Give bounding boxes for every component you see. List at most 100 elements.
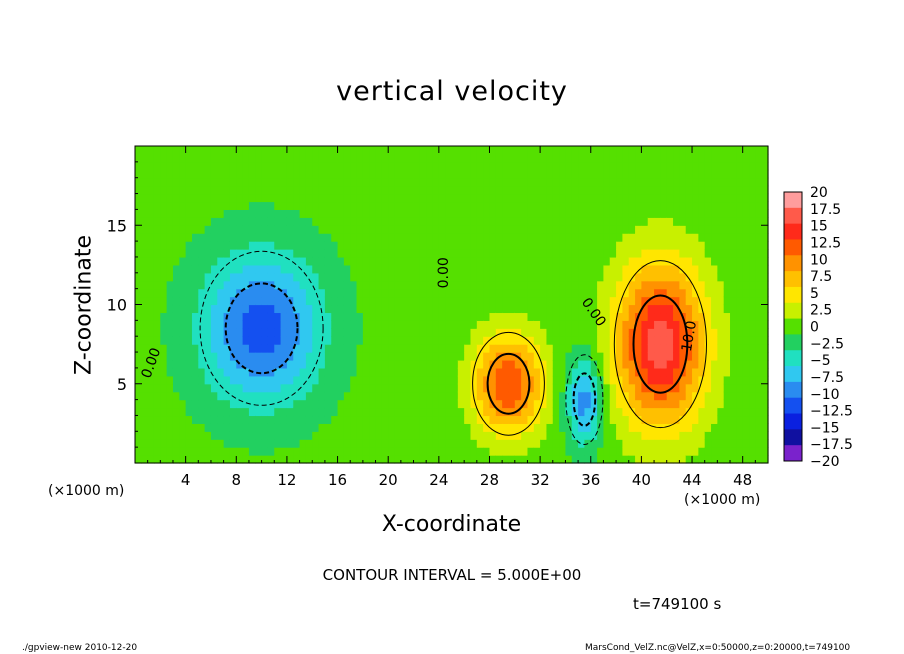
field-cell: [362, 217, 370, 226]
field-cell: [521, 431, 529, 440]
field-cell: [324, 415, 332, 424]
field-cell: [242, 399, 250, 409]
field-cell: [223, 383, 231, 393]
field-cell: [337, 296, 345, 306]
field-cell: [755, 264, 763, 274]
field-cell: [337, 415, 345, 424]
field-cell: [242, 320, 250, 329]
field-cell: [616, 241, 624, 250]
field-cell: [476, 304, 484, 314]
field-cell: [286, 241, 294, 250]
field-cell: [185, 312, 193, 321]
field-cell: [451, 455, 459, 464]
field-cell: [274, 169, 282, 179]
field-cell: [356, 256, 364, 266]
field-cell: [761, 336, 769, 345]
field-cell: [654, 272, 661, 282]
field-cell: [717, 201, 725, 210]
field-cell: [736, 431, 744, 440]
field-cell: [388, 375, 396, 385]
field-cell: [470, 312, 478, 321]
field-cell: [489, 423, 497, 432]
field-cell: [755, 153, 763, 163]
field-cell: [692, 249, 699, 258]
field-cell: [508, 312, 516, 321]
field-cell: [166, 352, 174, 361]
field-cell: [350, 431, 358, 440]
field-cell: [172, 153, 180, 163]
field-cell: [533, 447, 541, 456]
field-cell: [742, 383, 750, 393]
field-cell: [381, 146, 389, 155]
field-cell: [495, 146, 503, 155]
field-cell: [628, 439, 636, 448]
field-cell: [571, 280, 579, 290]
field-cell: [622, 185, 630, 195]
field-cell: [261, 241, 269, 250]
field-cell: [755, 209, 763, 218]
field-cell: [451, 344, 459, 353]
field-cell: [438, 304, 446, 314]
field-cell: [413, 249, 421, 258]
field-cell: [407, 423, 415, 432]
field-cell: [755, 256, 763, 266]
x-tick-label: 24: [429, 471, 448, 489]
field-cell: [559, 153, 567, 163]
field-cell: [160, 272, 168, 282]
field-cell: [546, 367, 554, 377]
field-cell: [166, 439, 174, 448]
field-cell: [692, 209, 699, 218]
field-cell: [407, 241, 415, 250]
field-cell: [704, 367, 712, 377]
field-cell: [761, 375, 769, 385]
field-cell: [457, 272, 465, 282]
field-cell: [343, 280, 351, 290]
field-cell: [217, 153, 225, 163]
field-cell: [552, 312, 560, 321]
field-cell: [749, 312, 756, 321]
field-cell: [242, 272, 250, 282]
field-cell: [324, 288, 332, 298]
field-cell: [597, 249, 605, 258]
field-cell: [546, 455, 554, 464]
field-cell: [521, 201, 529, 210]
field-cell: [685, 249, 693, 258]
field-cell: [324, 423, 332, 432]
field-cell: [337, 177, 345, 187]
field-cell: [172, 359, 180, 369]
field-cell: [508, 375, 516, 385]
field-cell: [394, 431, 402, 440]
field-cell: [527, 264, 535, 274]
field-cell: [755, 233, 763, 242]
field-cell: [185, 225, 193, 234]
field-cell: [641, 296, 649, 306]
field-cell: [711, 177, 718, 187]
field-cell: [464, 233, 472, 242]
field-cell: [305, 241, 313, 250]
field-cell: [673, 201, 680, 210]
field-cell: [464, 161, 472, 171]
field-cell: [217, 193, 225, 203]
field-cell: [331, 233, 339, 242]
field-cell: [153, 415, 161, 424]
field-cell: [210, 383, 218, 393]
field-cell: [236, 439, 244, 448]
field-cell: [641, 415, 649, 424]
field-cell: [685, 241, 693, 250]
field-cell: [711, 249, 718, 258]
field-cell: [527, 415, 535, 424]
field-cell: [204, 185, 212, 195]
field-cell: [166, 423, 174, 432]
field-cell: [337, 249, 345, 258]
field-cell: [331, 407, 339, 417]
field-cell: [191, 320, 199, 329]
field-cell: [717, 272, 725, 282]
field-cell: [711, 328, 718, 337]
field-cell: [343, 161, 351, 171]
field-cell: [210, 336, 218, 345]
field-cell: [521, 225, 529, 234]
field-cell: [141, 375, 149, 385]
field-cell: [692, 177, 699, 187]
field-cell: [217, 328, 225, 337]
field-cell: [293, 439, 301, 448]
